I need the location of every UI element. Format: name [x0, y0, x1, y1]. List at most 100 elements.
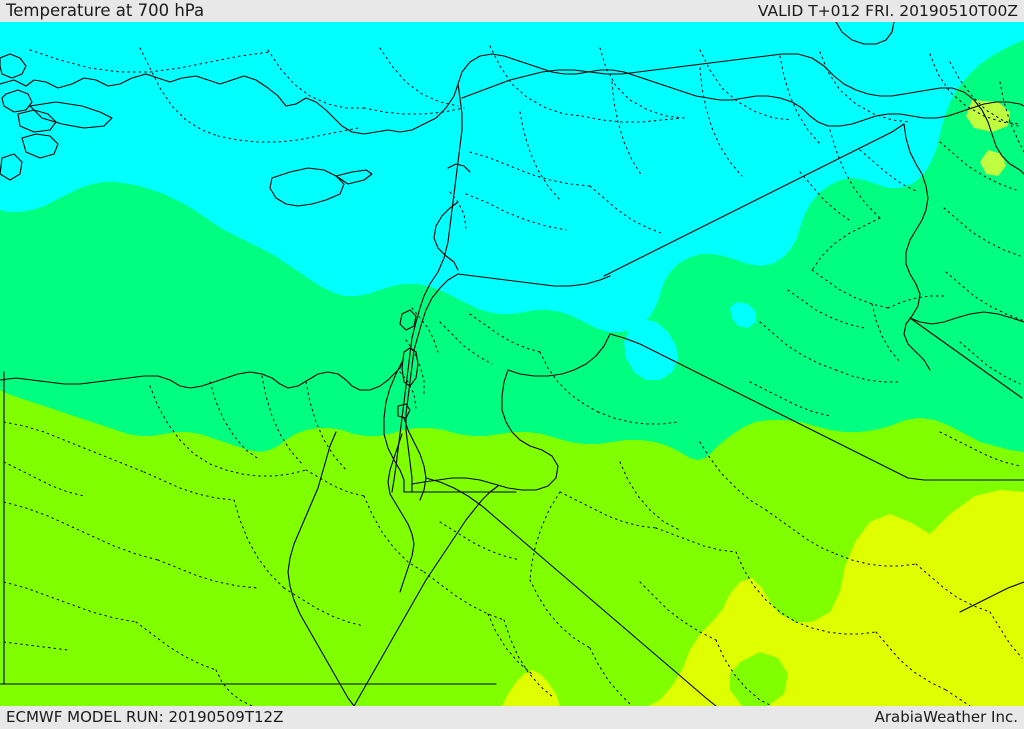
border-jordan-saudi [411, 369, 559, 491]
coastline-egypt-med [0, 361, 403, 391]
border-iraq-iran [903, 123, 931, 371]
admin-egypt-7 [3, 421, 145, 473]
admin-saudi-16 [989, 611, 1023, 659]
admin-saudi-6 [735, 551, 797, 623]
border-israel-egypt [383, 361, 405, 493]
admin-lebanon-1 [449, 191, 467, 229]
border-saudi-south [959, 581, 1024, 613]
admin-egypt-4 [209, 463, 307, 477]
coastline-turkey-south [0, 53, 1024, 135]
admin-egypt-17 [503, 619, 555, 699]
coastlines-group [0, 22, 1024, 706]
admin-iran-6 [999, 81, 1024, 153]
admin-syria-4 [611, 81, 643, 177]
admin-turkey-11 [363, 107, 465, 115]
admin-turkey-2 [139, 47, 219, 137]
border-syria-iraq [603, 123, 905, 277]
coastline-island-cyprus [269, 167, 345, 207]
border-israel-jordan [405, 273, 459, 493]
temp-pocket-mild-sinai [386, 452, 444, 486]
attribution-label: ArabiaWeather Inc. [874, 708, 1018, 726]
coastline-redsea-east [425, 477, 717, 706]
temp-pocket-mild-iran-a [966, 100, 1010, 132]
admin-saudi-18 [439, 521, 521, 561]
admin-jordan-4 [439, 321, 493, 365]
border-turkey-iraq-iran [811, 57, 1024, 175]
admin-turkey-1 [29, 49, 271, 73]
admin-turkey-8 [699, 49, 793, 121]
admin-egypt-6 [305, 469, 365, 497]
admin-iraq-8 [871, 303, 901, 363]
admin-iran-5 [959, 341, 1021, 385]
admin-syria-3 [519, 111, 561, 201]
admin-iran-4 [945, 271, 1023, 321]
admin-saudi-7 [795, 621, 877, 635]
admin-egypt-2 [209, 381, 261, 461]
border-lebanon-north [447, 163, 471, 173]
admin-egypt-5 [305, 381, 347, 471]
admin-jordan-1 [469, 313, 541, 353]
admin-iraq-4 [799, 171, 853, 223]
admin-saudi-19 [487, 613, 533, 675]
admin-egypt-12 [283, 587, 365, 627]
coastline-lake-tiberias [399, 309, 417, 331]
admin-iran-3 [943, 207, 1021, 257]
coastline-lake-small [397, 403, 411, 419]
coastline-gulf-aqaba [403, 417, 427, 501]
model-run-label: ECMWF MODEL RUN: 20190509T12Z [6, 708, 284, 726]
admin-israel-3 [399, 371, 417, 409]
admin-turkey-6 [599, 47, 685, 119]
admin-libya-1 [3, 461, 85, 497]
admin-egypt-14 [3, 581, 137, 623]
admin-jordan-3 [597, 411, 679, 425]
admin-saudi-3 [619, 461, 681, 531]
border-syria-jordan [457, 273, 611, 287]
border-lebanon-syria [433, 201, 459, 271]
admin-egypt-11 [233, 499, 285, 589]
border-saudi-kuwait [907, 477, 1024, 481]
admin-egypt-9 [157, 559, 259, 589]
coastline-island-b [1, 89, 33, 113]
admin-turkey-7 [217, 127, 359, 143]
admin-egypt-13 [363, 495, 425, 573]
admin-saudi-11 [529, 491, 561, 581]
coastline-island-a [0, 53, 27, 79]
temp-pocket-cold-small [730, 302, 756, 328]
coastline-north-water [835, 22, 895, 45]
admin-syria-8 [859, 149, 919, 193]
admin-turkey-3 [267, 49, 365, 109]
admin-iraq-2 [811, 217, 881, 271]
admin-syria-2 [465, 193, 567, 231]
admin-saudi-12 [529, 579, 591, 649]
admin-iraq-9 [749, 381, 831, 417]
admin-syria-6 [589, 185, 665, 235]
coastline-island-karpathos [0, 153, 23, 181]
admin-saudi-9 [639, 581, 717, 641]
admin-iran-2 [939, 141, 1017, 191]
admin-iran-7 [939, 431, 1021, 467]
coastline-island-cyprus-tail [335, 169, 373, 185]
admin-syria-5 [699, 67, 743, 177]
border-turkey-syria [461, 53, 813, 99]
header-bar: Temperature at 700 hPa VALID T+012 FRI. … [0, 0, 1024, 22]
coastline-island-crete [29, 101, 113, 129]
admin-turkey-5 [489, 45, 583, 117]
coastline-levant [391, 83, 463, 493]
admin-saudi-17 [945, 689, 971, 706]
admin-egypt-10 [143, 471, 235, 501]
admin-syria-7 [779, 55, 821, 145]
temp-pocket-cold-tiny [778, 44, 812, 72]
admin-libya-2 [3, 641, 69, 651]
admin-iran-1 [949, 61, 1019, 127]
page-title: Temperature at 700 hPa [6, 1, 205, 20]
admin-egypt-15 [135, 621, 217, 671]
coastline-gulf-iran [909, 317, 1023, 399]
admin-turkey-12 [581, 115, 683, 123]
coastline-redsea-west [353, 485, 499, 706]
temperature-map[interactable] [0, 22, 1024, 706]
admin-saudi-1 [559, 491, 657, 529]
coastline-island-rhodes [21, 133, 59, 159]
admin-saudi-4 [699, 441, 767, 511]
admin-saudi-10 [715, 639, 773, 706]
map-canvas [0, 22, 1024, 706]
